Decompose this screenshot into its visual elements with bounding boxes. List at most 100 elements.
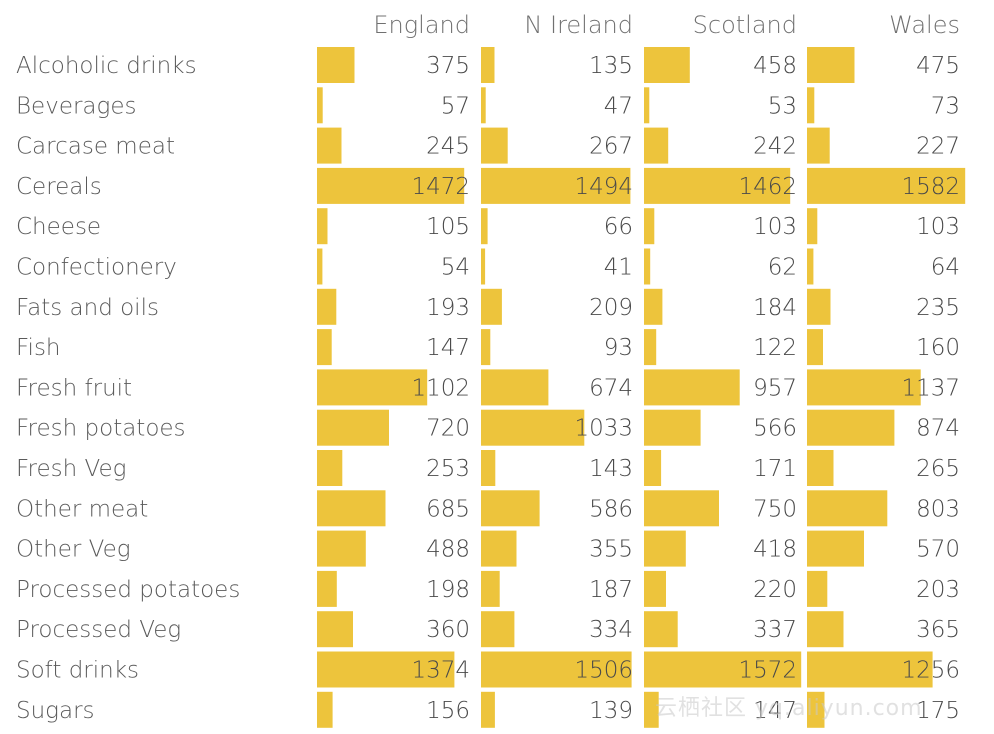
bar-wales-cereals <box>807 167 966 204</box>
value-label-england-fresh-veg: 253 <box>426 456 470 482</box>
bar-wales-confectionery <box>807 248 814 285</box>
value-label-n-ireland-fresh-veg: 143 <box>589 456 633 482</box>
value-label-scotland-cheese: 103 <box>753 214 797 240</box>
value-label-n-ireland-cheese: 66 <box>604 214 633 240</box>
bar-england-processed-veg <box>317 611 353 648</box>
value-label-wales-confectionery: 64 <box>931 255 960 281</box>
bar-scotland-carcase-meat <box>644 127 669 164</box>
bar-england-confectionery <box>317 248 323 285</box>
value-label-scotland-fresh-potatoes: 566 <box>753 416 797 442</box>
bar-wales-fresh-fruit <box>807 369 921 406</box>
bar-scotland-alcoholic-drinks <box>644 47 690 83</box>
value-label-scotland-fresh-veg: 171 <box>753 456 797 482</box>
bar-england-fresh-veg <box>317 450 343 486</box>
bar-wales-processed-potatoes <box>807 570 828 607</box>
bar-scotland-fresh-veg <box>644 450 662 486</box>
bar-n-ireland-alcoholic-drinks <box>481 47 495 83</box>
value-label-scotland-fats-and-oils: 184 <box>753 295 797 321</box>
row-label-sugars: Sugars <box>16 698 95 724</box>
bar-england-beverages <box>317 87 323 124</box>
bar-scotland-fish <box>644 329 657 366</box>
bar-n-ireland-soft-drinks <box>481 651 632 688</box>
bar-england-cheese <box>317 208 328 245</box>
bar-scotland-processed-potatoes <box>644 570 666 607</box>
bar-england-alcoholic-drinks <box>317 47 355 83</box>
bar-wales-fresh-potatoes <box>807 409 895 446</box>
value-label-wales-cereals: 1582 <box>901 174 960 200</box>
value-label-england-soft-drinks: 1374 <box>411 658 470 684</box>
bar-england-carcase-meat <box>317 127 342 164</box>
row-label-fresh-fruit: Fresh fruit <box>16 375 132 401</box>
value-label-wales-beverages: 73 <box>931 93 960 119</box>
value-label-n-ireland-processed-potatoes: 187 <box>589 577 633 603</box>
value-label-scotland-carcase-meat: 242 <box>753 134 797 160</box>
value-label-england-fresh-potatoes: 720 <box>426 416 470 442</box>
bar-scotland-soft-drinks <box>644 651 802 688</box>
value-label-wales-other-meat: 803 <box>916 496 960 522</box>
bar-n-ireland-sugars <box>481 691 495 728</box>
bar-wales-sugars <box>807 691 825 728</box>
bar-n-ireland-confectionery <box>481 248 486 285</box>
value-label-england-processed-potatoes: 198 <box>426 577 470 603</box>
value-label-n-ireland-cereals: 1494 <box>574 174 633 200</box>
row-label-fats-and-oils: Fats and oils <box>16 295 159 321</box>
bar-n-ireland-fresh-fruit <box>481 369 549 406</box>
value-label-england-carcase-meat: 245 <box>426 134 470 160</box>
value-label-england-cereals: 1472 <box>411 174 470 200</box>
value-label-n-ireland-confectionery: 41 <box>604 255 633 281</box>
bar-wales-other-veg <box>807 530 864 567</box>
value-label-wales-sugars: 175 <box>916 698 960 724</box>
bar-wales-carcase-meat <box>807 127 830 164</box>
value-label-england-processed-veg: 360 <box>426 617 470 643</box>
bar-n-ireland-other-meat <box>481 490 540 527</box>
value-label-wales-fats-and-oils: 235 <box>916 295 960 321</box>
bar-england-other-veg <box>317 530 366 567</box>
bar-n-ireland-fresh-potatoes <box>481 409 585 446</box>
bar-n-ireland-beverages <box>481 87 486 124</box>
bar-wales-soft-drinks <box>807 651 933 688</box>
value-label-n-ireland-beverages: 47 <box>604 93 633 119</box>
value-label-n-ireland-other-veg: 355 <box>589 537 633 563</box>
bar-england-fresh-fruit <box>317 369 428 406</box>
row-label-cereals: Cereals <box>16 174 102 200</box>
value-label-wales-fresh-potatoes: 874 <box>916 416 960 442</box>
bar-wales-fish <box>807 329 823 366</box>
bar-wales-beverages <box>807 87 815 124</box>
row-label-fish: Fish <box>16 335 61 361</box>
value-label-scotland-fresh-fruit: 957 <box>753 375 797 401</box>
value-label-n-ireland-sugars: 139 <box>589 698 633 724</box>
bar-n-ireland-fish <box>481 329 491 366</box>
row-label-other-veg: Other Veg <box>16 537 131 563</box>
bar-wales-alcoholic-drinks <box>807 47 855 83</box>
bar-wales-fats-and-oils <box>807 288 831 325</box>
value-label-england-beverages: 57 <box>441 93 470 119</box>
bar-scotland-fats-and-oils <box>644 288 663 325</box>
column-header-england: England <box>373 11 470 39</box>
bar-scotland-other-veg <box>644 530 686 567</box>
bar-wales-cheese <box>807 208 818 245</box>
bar-n-ireland-processed-potatoes <box>481 570 500 607</box>
value-label-scotland-fish: 122 <box>753 335 797 361</box>
bar-n-ireland-cheese <box>481 208 488 245</box>
value-label-n-ireland-fats-and-oils: 209 <box>589 295 633 321</box>
value-label-scotland-sugars: 147 <box>753 698 797 724</box>
column-header-n-ireland: N Ireland <box>524 11 633 39</box>
row-label-processed-veg: Processed Veg <box>16 617 181 643</box>
bar-n-ireland-other-veg <box>481 530 517 567</box>
bar-wales-other-meat <box>807 490 888 527</box>
value-label-scotland-cereals: 1462 <box>738 174 797 200</box>
value-label-wales-fish: 160 <box>916 335 960 361</box>
bar-scotland-cheese <box>644 208 655 245</box>
value-label-scotland-processed-potatoes: 220 <box>753 577 797 603</box>
value-label-n-ireland-alcoholic-drinks: 135 <box>589 53 633 79</box>
value-label-england-sugars: 156 <box>426 698 470 724</box>
bar-england-fish <box>317 329 332 366</box>
bar-england-processed-potatoes <box>317 570 337 607</box>
bar-scotland-sugars <box>644 691 659 728</box>
row-label-beverages: Beverages <box>16 93 136 119</box>
row-label-other-meat: Other meat <box>16 496 148 522</box>
value-label-n-ireland-other-meat: 586 <box>589 496 633 522</box>
value-label-wales-other-veg: 570 <box>916 537 960 563</box>
bar-scotland-confectionery <box>644 248 651 285</box>
